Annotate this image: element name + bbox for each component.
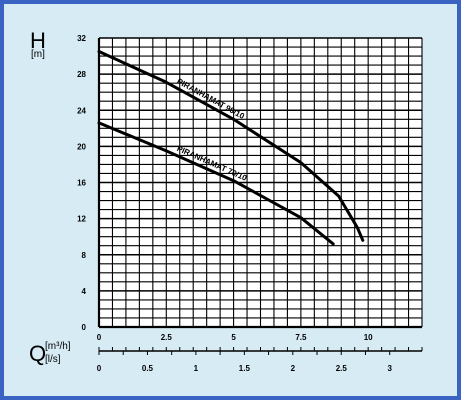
x-tick-label: 7.5 (295, 333, 307, 342)
x-tick-label: 10 (364, 333, 373, 342)
x2-tick-label: 2 (291, 364, 296, 373)
x2-tick-label: 3 (387, 364, 392, 373)
x2-tick-label: 1 (194, 364, 199, 373)
y-tick-label: 0 (82, 323, 87, 332)
x2-tick-label: 0 (97, 364, 102, 373)
y-tick-label: 8 (82, 251, 87, 260)
y-tick-label: 24 (77, 106, 86, 115)
y-tick-label: 32 (77, 34, 86, 43)
y-tick-label: 4 (82, 287, 87, 296)
y-tick-label: 12 (77, 215, 86, 224)
y-tick-label: 20 (77, 142, 86, 151)
tick-labels: 0 4 8 12 16 20 24 28 32 0 2.5 5 7.5 10 0 0.5 1 1.5 2 2.5 3 (77, 34, 392, 373)
q-axis-unit-bottom: [l/s] (45, 354, 61, 365)
x-tick-label: 5 (231, 333, 236, 342)
x2-tick-label: 2.5 (336, 364, 348, 373)
h-axis-symbol: H (30, 28, 46, 53)
curve-line (97, 50, 365, 242)
q-axis-unit-top: [m³/h] (45, 341, 71, 352)
q-axis-symbol: Q (29, 341, 46, 366)
curve-line (97, 121, 335, 246)
y-tick-label: 28 (77, 70, 86, 79)
x2-tick-label: 1.5 (239, 364, 251, 373)
pump-curve-chart: H [m] Q [m³/h] [l/s] PIRANHAMAT 90/10PIR… (29, 28, 423, 373)
x-tick-label: 2.5 (161, 333, 173, 342)
axes (97, 38, 423, 355)
x2-tick-label: 0.5 (142, 364, 154, 373)
y-tick-label: 16 (77, 179, 86, 188)
x-tick-label: 0 (97, 333, 102, 342)
h-axis-unit: [m] (31, 49, 45, 60)
